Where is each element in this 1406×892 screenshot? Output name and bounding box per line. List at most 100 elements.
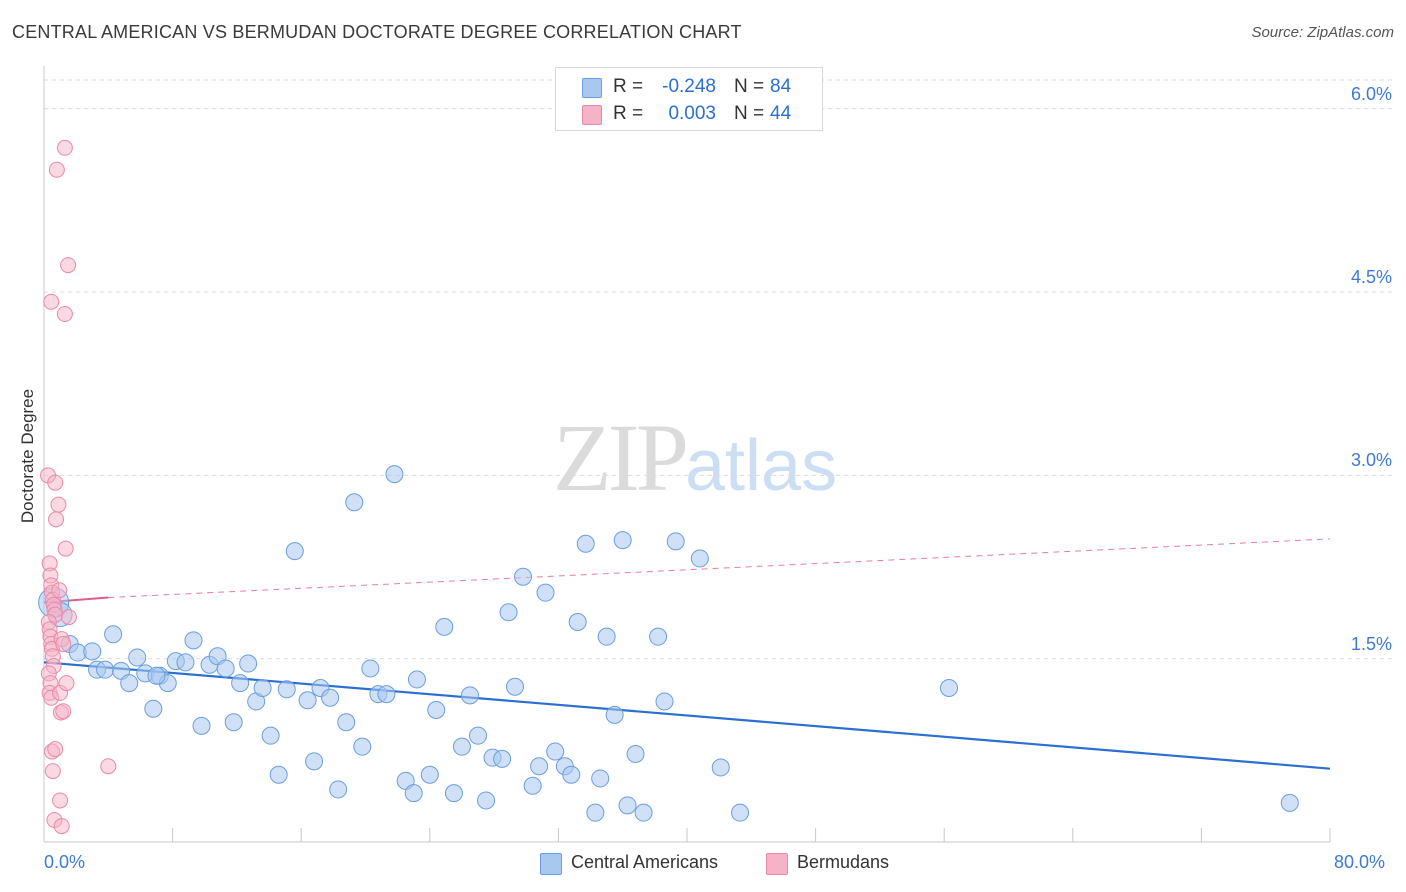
central-americans-point: [469, 726, 488, 745]
central-americans-point: [329, 780, 348, 799]
central-americans-point: [460, 686, 479, 705]
central-americans-point: [285, 542, 304, 561]
central-americans-point: [104, 625, 123, 644]
central-americans-point: [452, 737, 471, 756]
bermudans-points: [40, 139, 117, 835]
central-americans-point: [618, 796, 637, 815]
central-americans-point: [377, 685, 396, 704]
central-americans-point: [353, 737, 372, 756]
legend-r-value: -0.248: [662, 76, 716, 97]
legend-n-value: 44: [770, 103, 792, 124]
bermudans-point: [56, 139, 73, 156]
central-americans-point: [576, 534, 595, 553]
bermudans-trend-line-extended: [108, 538, 1331, 599]
legend-swatch-blue: [582, 78, 602, 98]
watermark: ZIPatlas: [553, 402, 837, 513]
central-americans-point: [120, 674, 139, 693]
x-tick-max: 80.0%: [1334, 852, 1386, 872]
central-americans-point: [591, 769, 610, 788]
central-americans-point: [626, 745, 645, 763]
watermark-atlas: atlas: [685, 426, 838, 506]
central-americans-point: [277, 680, 296, 699]
central-americans-point: [224, 713, 243, 732]
bermudans-point: [47, 474, 64, 491]
central-americans-point: [731, 803, 750, 822]
central-americans-point: [444, 784, 463, 803]
central-americans-point: [493, 749, 512, 768]
central-americans-point: [385, 465, 404, 484]
legend: R = -0.248 N = 84 R = 0.003 N = 44: [555, 67, 823, 131]
central-americans-point: [345, 493, 364, 512]
watermark-zip: ZIP: [553, 404, 689, 511]
central-americans-point: [568, 613, 587, 631]
y-axis-label: Doctorate Degree: [18, 388, 37, 524]
bermudans-point: [55, 636, 72, 652]
central-americans-point: [420, 765, 439, 784]
central-americans-point: [514, 567, 533, 586]
central-americans-point: [184, 631, 203, 650]
bottom-legend-label: Bermudans: [797, 852, 890, 872]
legend-n-label: N =: [734, 103, 765, 124]
central-americans-point: [1280, 793, 1299, 812]
chart-title: CENTRAL AMERICAN VS BERMUDAN DOCTORATE D…: [12, 22, 742, 42]
legend-swatch-pink: [582, 105, 602, 125]
central-americans-point: [523, 776, 542, 795]
legend-n-value: 84: [770, 76, 792, 97]
y-tick-label: 4.5%: [1350, 267, 1392, 287]
central-americans-point: [96, 660, 115, 679]
central-americans-point: [634, 803, 653, 822]
bermudans-point: [56, 306, 73, 322]
central-americans-point: [298, 691, 317, 710]
central-americans-point: [649, 627, 668, 646]
central-americans-point: [269, 765, 288, 784]
central-americans-point: [613, 531, 632, 550]
central-americans-point: [261, 726, 280, 745]
central-americans-point: [176, 653, 195, 672]
grid-lines: [44, 79, 1395, 660]
central-americans-point: [586, 803, 605, 822]
axes: [43, 66, 1331, 843]
bottom-legend-swatch-blue: [540, 853, 562, 875]
bermudans-point: [55, 703, 72, 720]
legend-r-value: 0.003: [668, 103, 716, 124]
central-americans-point: [940, 679, 959, 697]
source-note: Source: ZipAtlas.com: [1251, 24, 1394, 41]
central-americans-point: [690, 549, 709, 568]
bermudans-point: [47, 741, 64, 758]
central-americans-point: [361, 659, 380, 678]
central-americans-point: [536, 583, 555, 602]
central-americans-point: [477, 791, 496, 810]
trend-lines: [43, 538, 1331, 770]
bermudans-point: [60, 257, 77, 274]
central-americans-point: [407, 670, 426, 689]
legend-r-label: R =: [613, 103, 644, 124]
bermudans-point: [48, 161, 65, 178]
central-americans-point: [499, 603, 518, 622]
bermudans-point: [53, 818, 70, 835]
central-americans-point: [253, 679, 272, 697]
legend-r-label: R =: [613, 76, 644, 97]
central-americans-point: [435, 617, 454, 636]
central-americans-point: [83, 642, 102, 661]
central-americans-point: [530, 757, 549, 776]
central-americans-trend-line: [43, 661, 1331, 770]
bermudans-point: [44, 763, 61, 780]
central-americans-point: [192, 716, 211, 735]
bermudans-point: [58, 675, 75, 692]
central-americans-point: [562, 765, 581, 784]
bottom-legend-label: Central Americans: [571, 852, 719, 872]
central-americans-point: [404, 784, 423, 803]
legend-n-label: N =: [734, 76, 765, 97]
legend-row-central-americans: R = -0.248 N = 84: [556, 74, 822, 100]
bermudans-point: [43, 293, 60, 310]
bermudans-point: [57, 540, 74, 557]
bermudans-point: [52, 792, 69, 809]
central-americans-point: [231, 674, 250, 693]
central-americans-points: [38, 465, 1299, 822]
central-americans-point: [337, 713, 356, 732]
central-americans-point: [216, 659, 235, 678]
bermudans-point: [100, 758, 117, 775]
bottom-legend-swatch-pink: [766, 853, 788, 875]
central-americans-point: [321, 688, 340, 707]
y-tick-label: 6.0%: [1350, 83, 1392, 104]
